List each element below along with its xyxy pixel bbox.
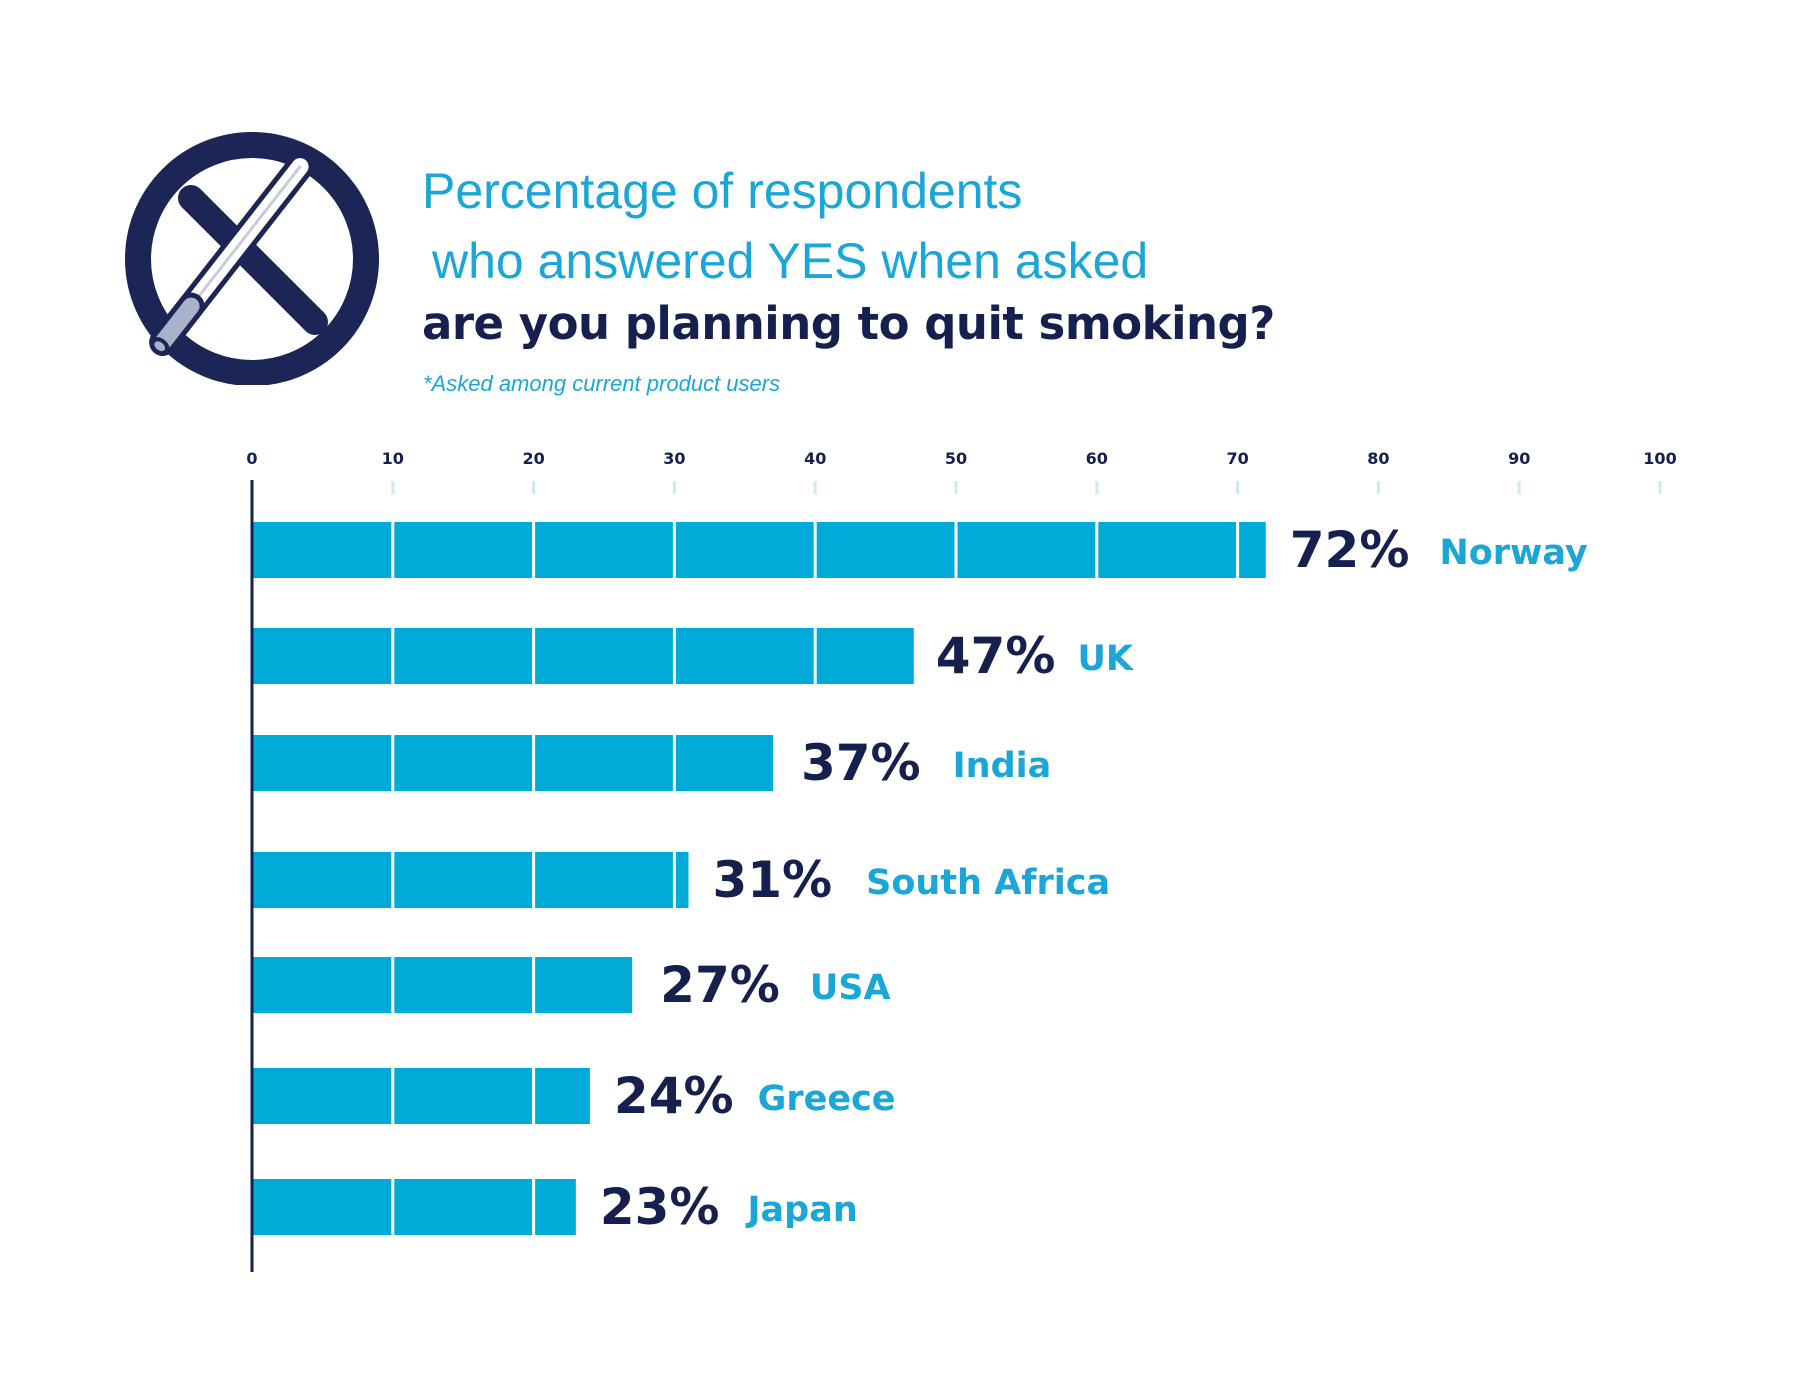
bar-category-label: Greece [758,1079,896,1119]
no-smoking-icon [125,132,379,385]
title-line-1: Percentage of respondents [422,163,1023,219]
bar-category-label: USA [810,968,891,1008]
bar-value-label: 24% [614,1067,734,1125]
x-tick-label: 0 [246,449,257,468]
bar-value-label: 27% [660,956,780,1014]
bar-category-label: Japan [746,1190,858,1230]
subtitle-note: *Asked among current product users [423,371,781,396]
bar [252,735,773,791]
x-tick-label: 70 [1226,449,1248,468]
x-tick-label: 40 [804,449,826,468]
bar-category-label: UK [1077,639,1134,679]
bar-value-label: 23% [600,1178,720,1236]
bar [252,957,633,1013]
bar [252,1179,576,1235]
bar-value-label: 31% [712,851,832,909]
bar [252,852,689,908]
x-tick-label: 50 [945,449,967,468]
bar-category-label: India [953,746,1052,786]
bar-value-label: 72% [1290,521,1410,579]
title-question: are you planning to quit smoking? [422,297,1275,350]
x-tick-label: 80 [1367,449,1389,468]
x-tick-label: 10 [382,449,404,468]
x-tick-label: 30 [663,449,685,468]
bar [252,1068,590,1124]
bar-category-label: Norway [1439,533,1587,573]
x-tick-label: 100 [1643,449,1676,468]
bar-value-label: 47% [936,627,1056,685]
x-tick-label: 60 [1086,449,1108,468]
bar [252,628,914,684]
bar-value-label: 37% [801,734,921,792]
x-tick-label: 90 [1508,449,1530,468]
bar-category-label: South Africa [866,863,1110,903]
bar [252,522,1266,578]
title-line-2: who answered YES when asked [432,233,1149,289]
x-tick-label: 20 [522,449,544,468]
